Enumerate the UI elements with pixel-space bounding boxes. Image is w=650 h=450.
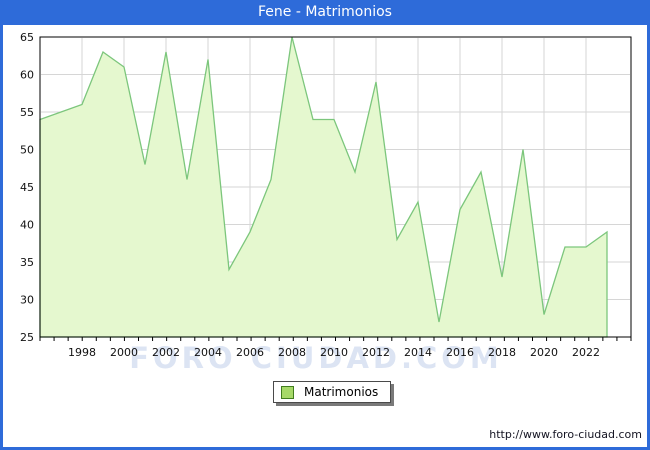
x-axis-label: 2012	[362, 346, 390, 359]
x-axis-label: 2004	[194, 346, 222, 359]
y-axis-label: 45	[20, 181, 34, 194]
x-axis-label: 2022	[572, 346, 600, 359]
y-axis-label: 25	[20, 331, 34, 344]
y-axis-label: 55	[20, 106, 34, 119]
page-title: Fene - Matrimonios	[258, 4, 392, 20]
x-axis-label: 2016	[446, 346, 474, 359]
legend-swatch-icon	[281, 385, 294, 399]
x-axis-label: 1998	[68, 346, 96, 359]
footer-url-link[interactable]: http://www.foro-ciudad.com	[489, 428, 642, 441]
x-axis-label: 2010	[320, 346, 348, 359]
x-axis-label: 2020	[530, 346, 558, 359]
y-axis-label: 50	[20, 144, 34, 157]
x-axis-label: 2014	[404, 346, 432, 359]
y-axis-label: 60	[20, 69, 34, 82]
legend: Matrimonios	[273, 381, 392, 403]
x-axis-label: 2006	[236, 346, 264, 359]
x-axis-label: 2002	[152, 346, 180, 359]
title-bar: Fene - Matrimonios	[0, 0, 650, 25]
y-axis-label: 30	[20, 294, 34, 307]
y-axis-label: 65	[20, 31, 34, 44]
x-axis-label: 2008	[278, 346, 306, 359]
y-axis-label: 40	[20, 219, 34, 232]
area-series-matrimonios	[39, 36, 608, 338]
x-axis-label: 2000	[110, 346, 138, 359]
legend-label: Matrimonios	[304, 385, 379, 399]
y-axis-label: 35	[20, 256, 34, 269]
x-axis-label: 2018	[488, 346, 516, 359]
watermark-text: FORO CIUDAD.COM	[129, 341, 503, 375]
